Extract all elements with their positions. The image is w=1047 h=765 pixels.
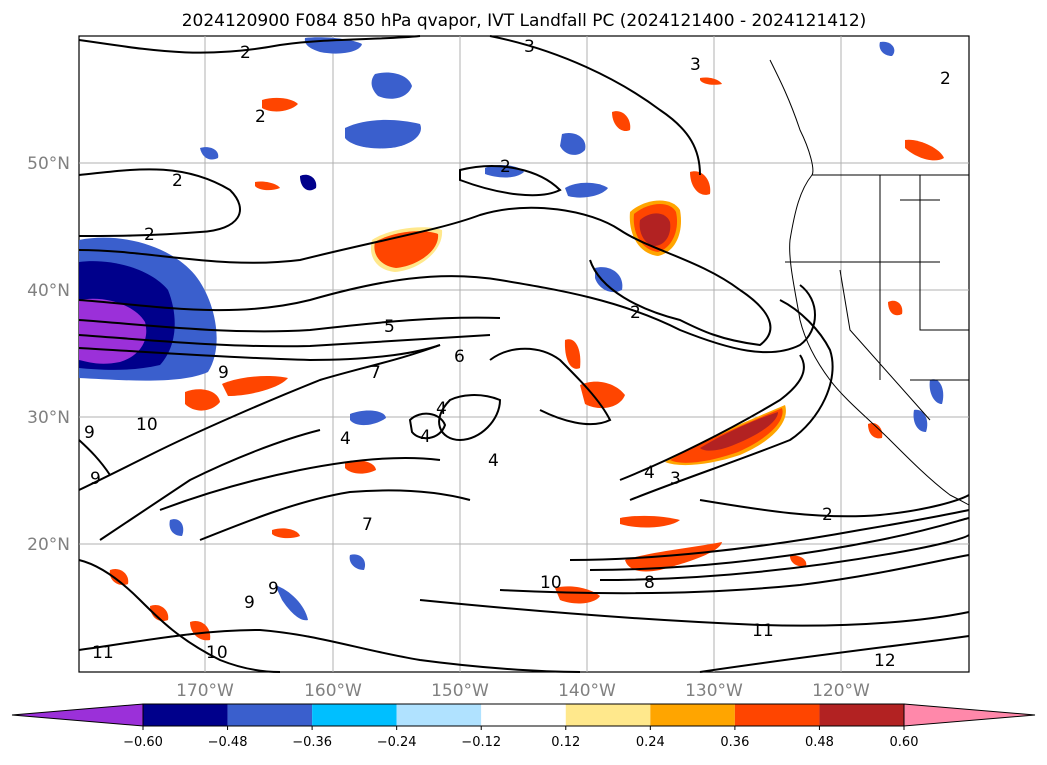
contour-label: 9 bbox=[84, 423, 95, 443]
lat-label: 50°N bbox=[27, 154, 70, 174]
lat-label: 40°N bbox=[27, 281, 70, 301]
contour-label: 10 bbox=[206, 643, 228, 663]
lat-label: 20°N bbox=[27, 535, 70, 555]
contour-label: 2 bbox=[255, 107, 266, 127]
colorbar-segment bbox=[734, 704, 820, 726]
colorbar-extend-low bbox=[11, 703, 144, 727]
colorbar-segments bbox=[11, 703, 1036, 727]
lon-label: 120°W bbox=[812, 681, 870, 701]
colorbar-segment bbox=[312, 704, 397, 726]
colorbar-ticks: −0.60 −0.48 −0.36 −0.24 −0.12 0.12 0.24 0.36 0.4… bbox=[123, 726, 918, 750]
contour-label: 9 bbox=[268, 579, 279, 599]
colorbar-frame bbox=[142, 703, 905, 727]
contour-label: 9 bbox=[218, 363, 229, 383]
map-title: 2024120900 F084 850 hPa qvapor, IVT Land… bbox=[182, 11, 867, 31]
longitude-labels: 170°W 160°W 150°W 140°W 130°W 120°W bbox=[176, 681, 870, 701]
lat-label: 30°N bbox=[27, 408, 70, 428]
map-panel: 3 3 2 2 2 2 2 2 5 6 7 4 4 4 4 9 10 9 9 7… bbox=[78, 35, 970, 673]
contour-label: 2 bbox=[940, 69, 951, 89]
contour-label: 10 bbox=[136, 415, 158, 435]
lon-label: 160°W bbox=[304, 681, 362, 701]
contour-label: 4 bbox=[644, 463, 655, 483]
contour-label: 4 bbox=[420, 427, 431, 447]
contour-label: 4 bbox=[340, 429, 351, 449]
colorbar-tick-label: −0.48 bbox=[208, 735, 248, 750]
colorbar-segment bbox=[565, 704, 651, 726]
contour-label: 3 bbox=[524, 37, 535, 57]
colorbar-tick-label: 0.12 bbox=[551, 735, 580, 750]
contour-label: 12 bbox=[874, 651, 896, 671]
contour-label: 10 bbox=[540, 573, 562, 593]
ivt-contours bbox=[78, 35, 970, 673]
contour-label: 9 bbox=[244, 593, 255, 613]
contour-label: 2 bbox=[500, 157, 511, 177]
contour-label: 5 bbox=[384, 317, 395, 337]
contour-label: 2 bbox=[630, 303, 641, 323]
colorbar-segment bbox=[396, 704, 482, 726]
contour-label: 6 bbox=[454, 347, 465, 367]
contour-label: 2 bbox=[172, 171, 183, 191]
colorbar-extend-high bbox=[903, 703, 1036, 727]
colorbar-segment bbox=[819, 704, 904, 726]
contour-label: 7 bbox=[362, 515, 373, 535]
colorbar-tick-label: −0.60 bbox=[123, 735, 163, 750]
contour-labels: 3 3 2 2 2 2 2 2 5 6 7 4 4 4 4 9 10 9 9 7… bbox=[84, 37, 951, 671]
colorbar-tick-label: 0.24 bbox=[636, 735, 665, 750]
latitude-labels: 50°N 40°N 30°N 20°N bbox=[27, 154, 70, 555]
colorbar-segment bbox=[650, 704, 735, 726]
negative-anomaly-fill bbox=[79, 37, 944, 621]
coastline-and-borders bbox=[769, 59, 970, 506]
colorbar-tick-label: 0.48 bbox=[805, 735, 834, 750]
lon-label: 170°W bbox=[176, 681, 234, 701]
lon-label: 130°W bbox=[685, 681, 743, 701]
colorbar-tick-label: 0.60 bbox=[890, 735, 919, 750]
contour-label: 3 bbox=[670, 469, 681, 489]
contour-label: 11 bbox=[752, 621, 774, 641]
colorbar-segment bbox=[143, 704, 228, 726]
colorbar-tick-label: −0.12 bbox=[461, 735, 501, 750]
contour-label: 11 bbox=[92, 643, 114, 663]
colorbar-tick-label: −0.24 bbox=[377, 735, 417, 750]
contour-label: 4 bbox=[488, 451, 499, 471]
colorbar-segment bbox=[481, 704, 566, 726]
colorbar-tick-label: 0.36 bbox=[720, 735, 749, 750]
colorbar: −0.60 −0.48 −0.36 −0.24 −0.12 0.12 0.24 0.36 0.4… bbox=[11, 703, 1036, 750]
map-frame bbox=[78, 35, 970, 673]
colorbar-tick-label: −0.36 bbox=[292, 735, 332, 750]
gridlines bbox=[79, 36, 969, 672]
contour-label: 2 bbox=[240, 43, 251, 63]
lon-label: 150°W bbox=[431, 681, 489, 701]
contour-label: 8 bbox=[644, 573, 655, 593]
lon-label: 140°W bbox=[558, 681, 616, 701]
contour-label: 9 bbox=[90, 469, 101, 489]
contour-label: 3 bbox=[690, 55, 701, 75]
colorbar-segment bbox=[227, 704, 313, 726]
contour-label: 2 bbox=[144, 225, 155, 245]
contour-label: 7 bbox=[370, 363, 381, 383]
contour-label: 2 bbox=[822, 505, 833, 525]
contour-label: 4 bbox=[436, 399, 447, 419]
